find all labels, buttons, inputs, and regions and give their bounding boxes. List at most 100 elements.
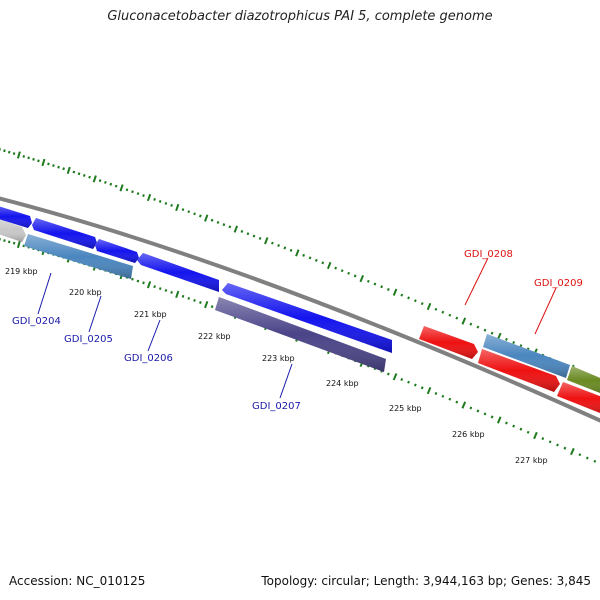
minor-tick [258,236,262,240]
minor-tick [22,155,26,158]
minor-tick [308,256,312,260]
minor-tick [181,294,185,298]
kbp-label: 227 kbp [515,456,548,465]
gene-shading [137,253,219,292]
minor-tick [114,184,118,188]
minor-tick [252,234,256,238]
minor-tick [386,372,390,376]
gene-label-gdi-0209[interactable]: GDI_0209 [534,278,583,289]
minor-tick [72,170,76,174]
minor-tick [109,182,113,186]
minor-tick [347,271,351,275]
minor-tick [483,328,487,332]
minor-tick [413,383,417,387]
gene-shading [24,234,133,279]
label-leaders [37,257,557,399]
minor-tick [198,214,202,218]
minor-tick [420,386,424,390]
minor-tick [82,173,86,177]
minor-tick [400,293,404,297]
minor-tick [170,290,173,294]
minor-tick [12,152,16,155]
gene-label-gdi-0204[interactable]: GDI_0204 [12,316,61,327]
minor-tick [193,212,196,216]
minor-tick [340,269,344,273]
minor-tick [490,415,494,419]
major-tick [426,302,432,311]
minor-tick [585,456,589,460]
minor-tick [283,246,287,250]
minor-tick [153,197,156,201]
major-tick [359,275,365,283]
major-tick [496,416,502,424]
minor-tick [88,175,91,179]
kbp-label: 223 kbp [262,354,295,363]
minor-tick [407,296,410,300]
gene-shading [483,334,570,378]
minor-tick [164,201,168,205]
minor-tick [47,162,50,166]
major-tick [426,387,432,395]
minor-tick [556,443,559,447]
minor-tick [210,218,214,222]
minor-tick [62,167,65,171]
gene-shading [478,349,560,392]
genome-backbone [0,196,600,423]
minor-tick [314,258,318,262]
minor-tick [27,156,30,160]
major-tick [175,290,180,299]
minor-tick [222,223,226,227]
gene-shading [0,219,26,242]
minor-tick [277,244,280,247]
major-tick [461,401,467,409]
minor-tick [142,194,145,198]
gene-shading [567,366,600,394]
map-title: Gluconacetobacter diazotrophicus PAI 5, … [107,9,493,24]
minor-tick [193,298,196,302]
major-tick [570,447,575,456]
major-tick [41,158,46,167]
minor-tick [469,322,473,326]
major-tick [66,166,71,175]
outer-tick-track [0,148,597,380]
minor-tick [505,337,508,341]
minor-tick [187,210,191,214]
gene-shading [419,326,478,359]
minor-tick [366,279,370,283]
minor-tick [441,394,445,398]
major-tick [204,300,209,309]
minor-tick [136,279,140,283]
minor-tick [77,172,81,176]
major-tick [92,175,97,183]
minor-tick [434,307,438,311]
minor-tick [302,253,306,257]
major-tick [16,151,21,159]
minor-tick [448,313,452,317]
major-tick [16,240,21,249]
kbp-label: 224 kbp [326,379,359,388]
kbp-label: 221 kbp [134,310,167,319]
minor-tick [216,220,220,224]
minor-tick [181,208,185,212]
minor-tick [386,288,390,291]
minor-tick [271,241,274,245]
minor-tick [142,281,145,285]
minor-tick [407,380,410,384]
minor-tick [164,288,168,292]
gene-label-gdi-0205[interactable]: GDI_0205 [64,334,113,345]
minor-tick [158,287,162,290]
minor-tick [519,427,523,431]
minor-tick [476,325,480,329]
minor-tick [3,149,6,153]
gene-label-gdi-0206[interactable]: GDI_0206 [124,353,173,364]
kbp-label: 225 kbp [389,404,422,413]
minor-tick [98,179,102,183]
kbp-axis-labels: 219 kbp 220 kbp 221 kbp 222 kbp 223 kbp … [5,267,548,465]
minor-tick [400,378,404,381]
minor-tick [289,248,293,252]
gene-label-gdi-0207[interactable]: GDI_0207 [252,401,301,412]
gene-label-gdi-0208[interactable]: GDI_0208 [464,249,513,260]
minor-tick [441,310,445,314]
minor-tick [593,459,597,463]
gene-shading [222,283,392,353]
